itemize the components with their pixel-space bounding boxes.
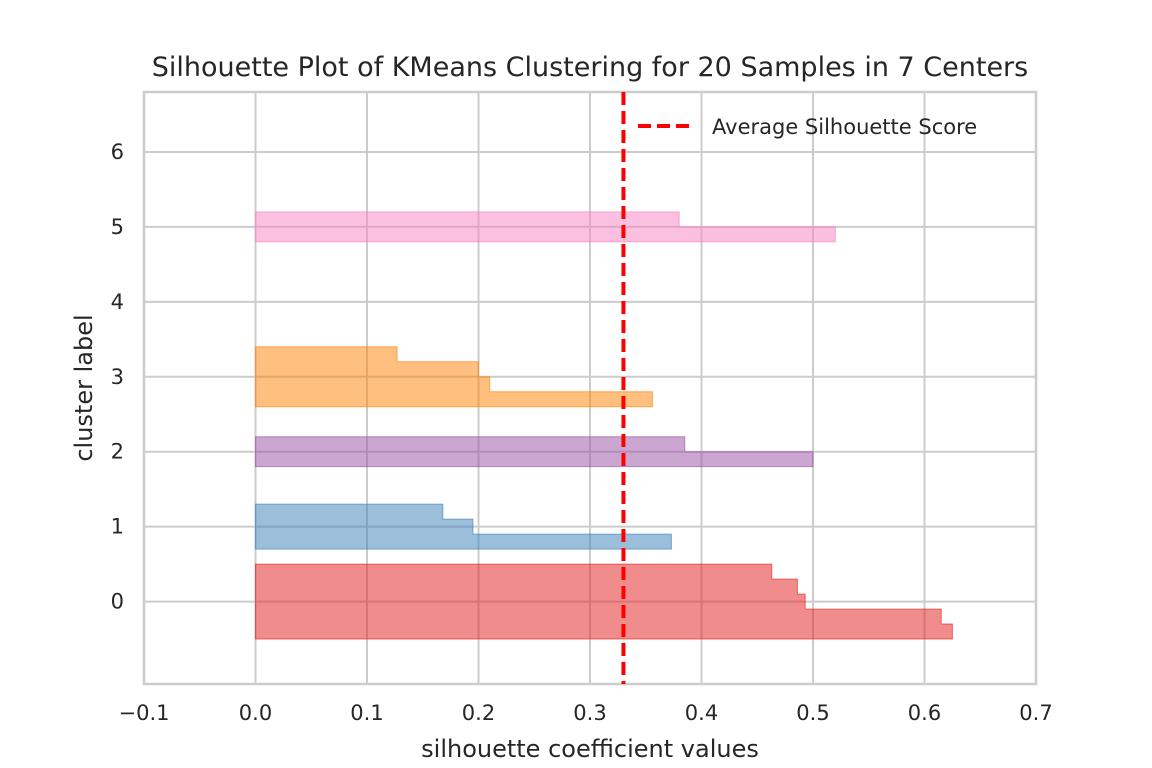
y-tick-label: 4 <box>111 290 124 314</box>
y-tick-label: 2 <box>111 440 124 464</box>
silhouette-area-cluster-1 <box>255 503 672 550</box>
x-tick-label: 0.6 <box>908 701 941 725</box>
silhouette-area-cluster-2 <box>255 436 814 468</box>
x-tick-label: 0.4 <box>685 701 718 725</box>
y-axis-ticks: 0 1 2 3 4 5 6 <box>111 140 124 614</box>
x-tick-label: 0.0 <box>239 701 272 725</box>
silhouette-area-cluster-5 <box>255 211 836 243</box>
chart-title: Silhouette Plot of KMeans Clustering for… <box>152 52 1028 83</box>
x-tick-label: 0.5 <box>796 701 829 725</box>
y-tick-label: 6 <box>111 140 124 164</box>
x-axis-label: silhouette coefficient values <box>421 735 759 763</box>
x-tick-label: −0.1 <box>119 701 170 725</box>
legend: Average Silhouette Score <box>638 115 977 139</box>
y-tick-label: 0 <box>111 590 124 614</box>
silhouette-area-cluster-3 <box>255 346 653 408</box>
x-tick-label: 0.2 <box>462 701 495 725</box>
y-tick-label: 1 <box>111 515 124 539</box>
x-tick-label: 0.7 <box>1019 701 1052 725</box>
y-axis-label: cluster label <box>70 314 98 461</box>
x-tick-label: 0.1 <box>350 701 383 725</box>
y-tick-label: 5 <box>111 215 124 239</box>
silhouette-areas <box>255 211 953 640</box>
x-tick-label: 0.3 <box>573 701 606 725</box>
y-tick-label: 3 <box>111 365 124 389</box>
silhouette-area-cluster-0 <box>255 563 953 640</box>
x-axis-ticks: −0.1 0.0 0.1 0.2 0.3 0.4 0.5 0.6 0.7 <box>119 701 1053 725</box>
legend-label-average: Average Silhouette Score <box>712 115 977 139</box>
